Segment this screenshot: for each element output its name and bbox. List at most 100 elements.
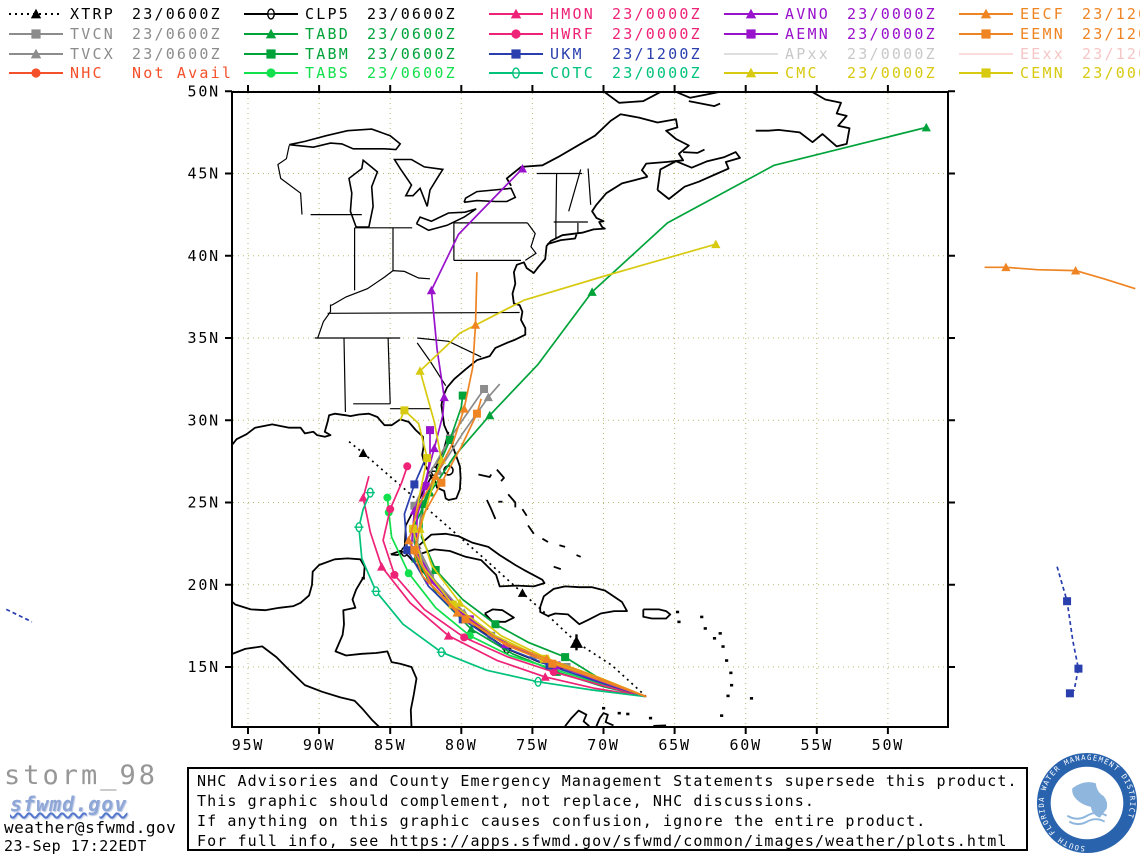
state-border [387,337,391,404]
lat-label-50N: 50N [188,82,221,100]
legend-label-TABD: TABD 23/0600Z [305,25,457,43]
track-marker-triangle [358,448,368,458]
track-marker-triangle [1001,262,1011,272]
coastline [486,499,497,520]
track-marker-circle [511,29,521,39]
coastlines [233,93,851,726]
legend-sample-EEMN [959,29,1013,39]
island-dot [721,645,725,648]
legend-entry-AEMN: AEMN 23/0000Z [723,25,937,43]
legend-entry-CLP5: CLP5 23/0600Z [243,5,457,23]
state-border [327,311,520,314]
legend-sample-CLP5 [244,8,298,20]
coastline [653,724,667,726]
legend-label-APxx: APxx 23/0000Z [785,45,937,63]
track-marker-square [1074,664,1083,673]
track-marker-square [491,620,500,629]
track-marker-square [423,454,432,463]
track-marker-triangle [470,320,481,329]
track-marker-triangle [1071,265,1081,275]
track-marker-square [448,600,457,609]
legend-label-COTC: COTC 23/0000Z [550,64,702,82]
track-marker-triangle [510,8,522,19]
track-marker-square [410,501,419,510]
island-dot [729,671,733,675]
track-marker-square [410,480,419,489]
track-marker-square [472,409,481,418]
island-dot [729,683,734,687]
coastline [683,148,705,154]
track-marker-square [548,659,557,668]
coastline [521,508,528,517]
track-CEMN [399,409,647,698]
track-marker-triangle [483,392,493,402]
lat-label-25N: 25N [188,494,221,512]
track-marker-square [400,406,409,415]
track-marker-triangle [426,285,437,295]
island-dot [626,712,630,716]
coastline [547,234,578,246]
coastline [755,93,851,148]
track-EEMN_offmap_east [984,266,1136,290]
track-marker-square [461,615,470,624]
disclaimer-box: NHC Advisories and County Emergency Mana… [187,767,1028,851]
lon-label-80W: 80W [445,736,478,754]
island-dot [749,697,754,700]
lon-label-75W: 75W [516,736,549,754]
track-marker-circle [383,493,392,502]
track-COTC [358,492,647,698]
lon-label-60W: 60W [729,736,762,754]
track-marker-triangle [569,635,583,648]
legend-label-TVCN: TVCN 23/0600Z [70,25,222,43]
legend-sample-TABS [244,68,298,78]
track-marker-triangle [452,608,462,617]
legend-label-AVNO: AVNO 23/0000Z [785,5,937,23]
legend-sample-HMON [489,8,543,19]
legend-entry-TABM: TABM 23/0600Z [243,45,457,63]
lake-outline [463,187,517,204]
disclaimer-line-2: This graphic should complement, not repl… [197,792,815,810]
legend-sample-AVNO [724,8,778,19]
sfwmd-logo: sfwmd.gov [10,792,128,816]
island-dot [726,694,730,698]
track-marker-square [408,524,417,533]
legend-label-XTRP: XTRP 23/0600Z [70,5,222,23]
legend-sample-AEMN [724,29,778,39]
model-legend: XTRP 23/0600Z TVCN 23/0600Z TVCX 23/0600Z NHC N… [0,0,1140,88]
legend-label-HWRF: HWRF 23/0000Z [550,25,702,43]
legend-entry-AVNO: AVNO 23/0000Z [723,5,937,23]
island-dot [677,620,681,624]
model-tracks [5,122,1136,698]
track-TABS [386,497,647,698]
coastline [233,645,380,726]
track-marker-triangle [358,492,368,502]
track-marker-square [981,29,991,39]
legend-entry-NHC: NHC Not Avail [8,64,233,82]
track-marker-triangle [377,562,387,571]
track-marker-triangle [485,410,495,420]
state-border [317,304,332,339]
coastline [507,493,517,508]
credits-block: storm_98 sfwmd.gov weather@sfwmd.gov 23-… [4,760,189,855]
coastline [553,565,562,570]
track-marker-square [31,29,41,39]
track-marker-triangle [404,535,414,545]
island-dot [675,610,680,614]
coastline [656,151,741,200]
legend-entry-HMON: HMON 23/0000Z [488,5,702,23]
track-marker-square [437,478,446,487]
track-marker-circle [403,462,412,471]
state-border [417,337,482,358]
track-marker-triangle [30,8,42,19]
state-border [587,168,592,205]
legend-entry-CMC: CMC 23/0000Z [723,64,937,82]
track-TABD [413,126,927,698]
legend-sample-TABM [244,49,298,59]
track-UKM_offmap_east [1056,566,1080,694]
disclaimer-line-3: If anything on this graphic causes confu… [197,812,927,830]
track-marker-circle [460,633,469,642]
